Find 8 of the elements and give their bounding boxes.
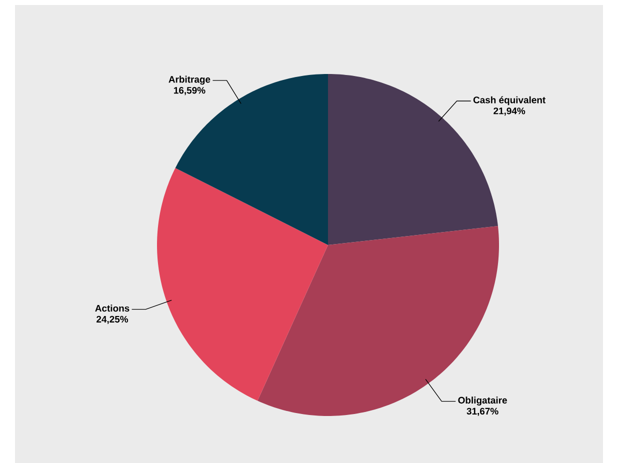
slice-label: Cash équivalent: [473, 96, 546, 106]
data-label: 31,67%: [466, 408, 498, 416]
slice-label: Arbitrage: [168, 76, 210, 85]
data-label: 24,25%: [96, 316, 128, 324]
data-label: 16,59%: [174, 86, 206, 96]
slice-label: Actions: [95, 304, 130, 312]
data-label: 21,94%: [494, 108, 526, 116]
slice-label: Obligataire: [458, 396, 507, 406]
